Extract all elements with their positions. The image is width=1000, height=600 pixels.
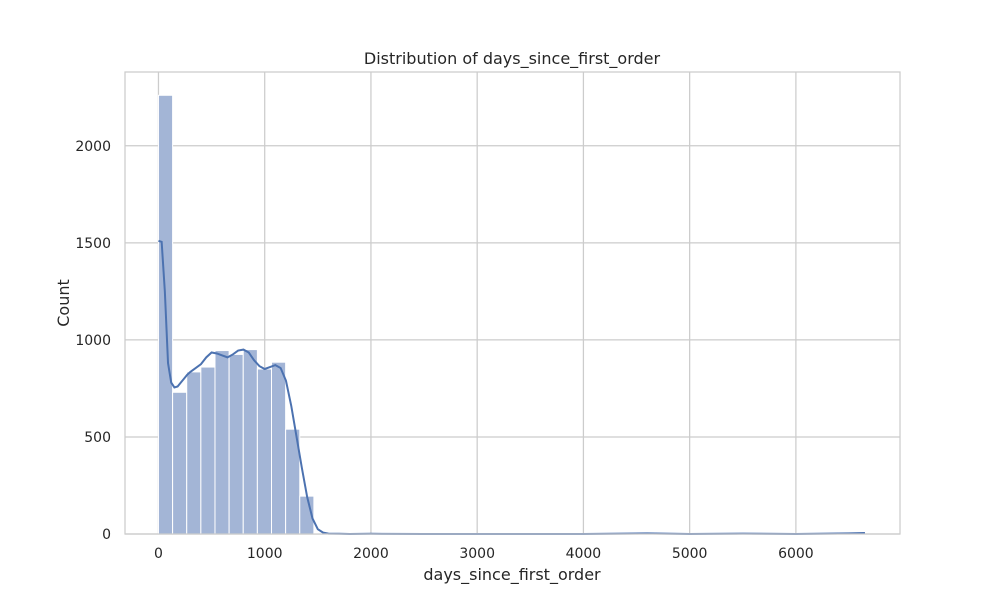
x-tick-label: 0 <box>154 546 163 562</box>
x-tick-label: 4000 <box>566 546 602 562</box>
y-tick-label: 1000 <box>75 333 111 349</box>
histogram-bar <box>228 353 244 535</box>
y-tick-label: 0 <box>102 527 111 543</box>
histogram-bar <box>256 368 273 535</box>
y-tick-label: 500 <box>84 430 111 446</box>
histogram-bar <box>214 350 230 535</box>
chart-title: Distribution of days_since_first_order <box>364 49 661 69</box>
x-axis-label: days_since_first_order <box>423 565 601 585</box>
y-axis-label: Count <box>54 279 73 327</box>
histogram-bar <box>186 371 202 535</box>
histogram-bar <box>242 349 258 535</box>
histogram-bar <box>271 361 287 535</box>
histogram-bar <box>200 366 216 535</box>
x-tick-label: 6000 <box>778 546 814 562</box>
x-tick-label: 3000 <box>459 546 495 562</box>
x-tick-label: 1000 <box>247 546 283 562</box>
histogram-bar <box>172 391 188 535</box>
y-tick-label: 2000 <box>75 139 111 155</box>
x-axis-ticks: 0 1000 2000 3000 4000 5000 6000 <box>154 546 814 562</box>
x-tick-label: 2000 <box>353 546 389 562</box>
y-axis-ticks: 0 500 1000 1500 2000 <box>75 139 111 543</box>
plot-frame <box>124 71 901 535</box>
y-tick-label: 1500 <box>75 236 111 252</box>
x-tick-label: 5000 <box>672 546 708 562</box>
